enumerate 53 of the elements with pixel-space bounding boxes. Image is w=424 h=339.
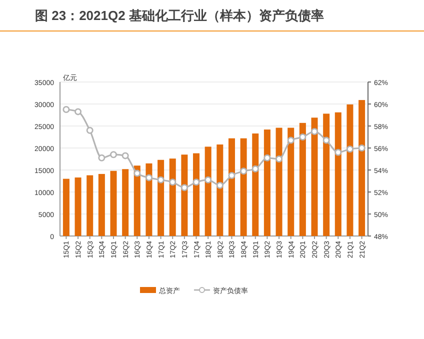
bar [288,128,294,236]
bar [158,160,164,236]
point [74,108,82,116]
point [204,176,212,184]
bar [216,144,224,236]
point [169,178,176,186]
point [62,106,70,113]
point [134,170,141,177]
bar [323,114,330,236]
point [252,165,259,172]
point [110,151,117,158]
point [240,168,248,175]
point [287,136,294,144]
point [358,144,366,152]
point [192,178,200,186]
point [264,154,271,162]
chart-title: 图 23：2021Q2 基础化工行业（样本）资产负债率 [35,8,324,23]
point [86,126,94,134]
bar [228,138,235,236]
bar [86,175,94,236]
bar [74,177,82,236]
point [180,184,188,192]
point [311,128,318,135]
bar [252,133,259,236]
bar [346,104,354,236]
bar [299,122,306,236]
point [276,156,283,162]
bar [98,174,105,236]
bar [358,100,366,236]
bar [110,170,117,236]
point [334,148,342,156]
bar [169,158,176,236]
point [157,176,164,184]
bar [181,154,188,236]
bar [240,138,247,236]
point [216,182,224,189]
bar [276,128,282,236]
bar [193,153,200,236]
point [322,136,330,144]
point [98,154,106,162]
bar [334,112,342,236]
bar [62,178,70,236]
bar [204,146,212,236]
point [145,174,152,182]
bar [122,169,129,236]
bar [311,118,318,236]
point [122,152,129,160]
bar [264,130,270,236]
point [346,146,354,153]
point [228,172,236,179]
bar [134,166,140,236]
point [299,134,306,140]
bar [146,163,152,236]
